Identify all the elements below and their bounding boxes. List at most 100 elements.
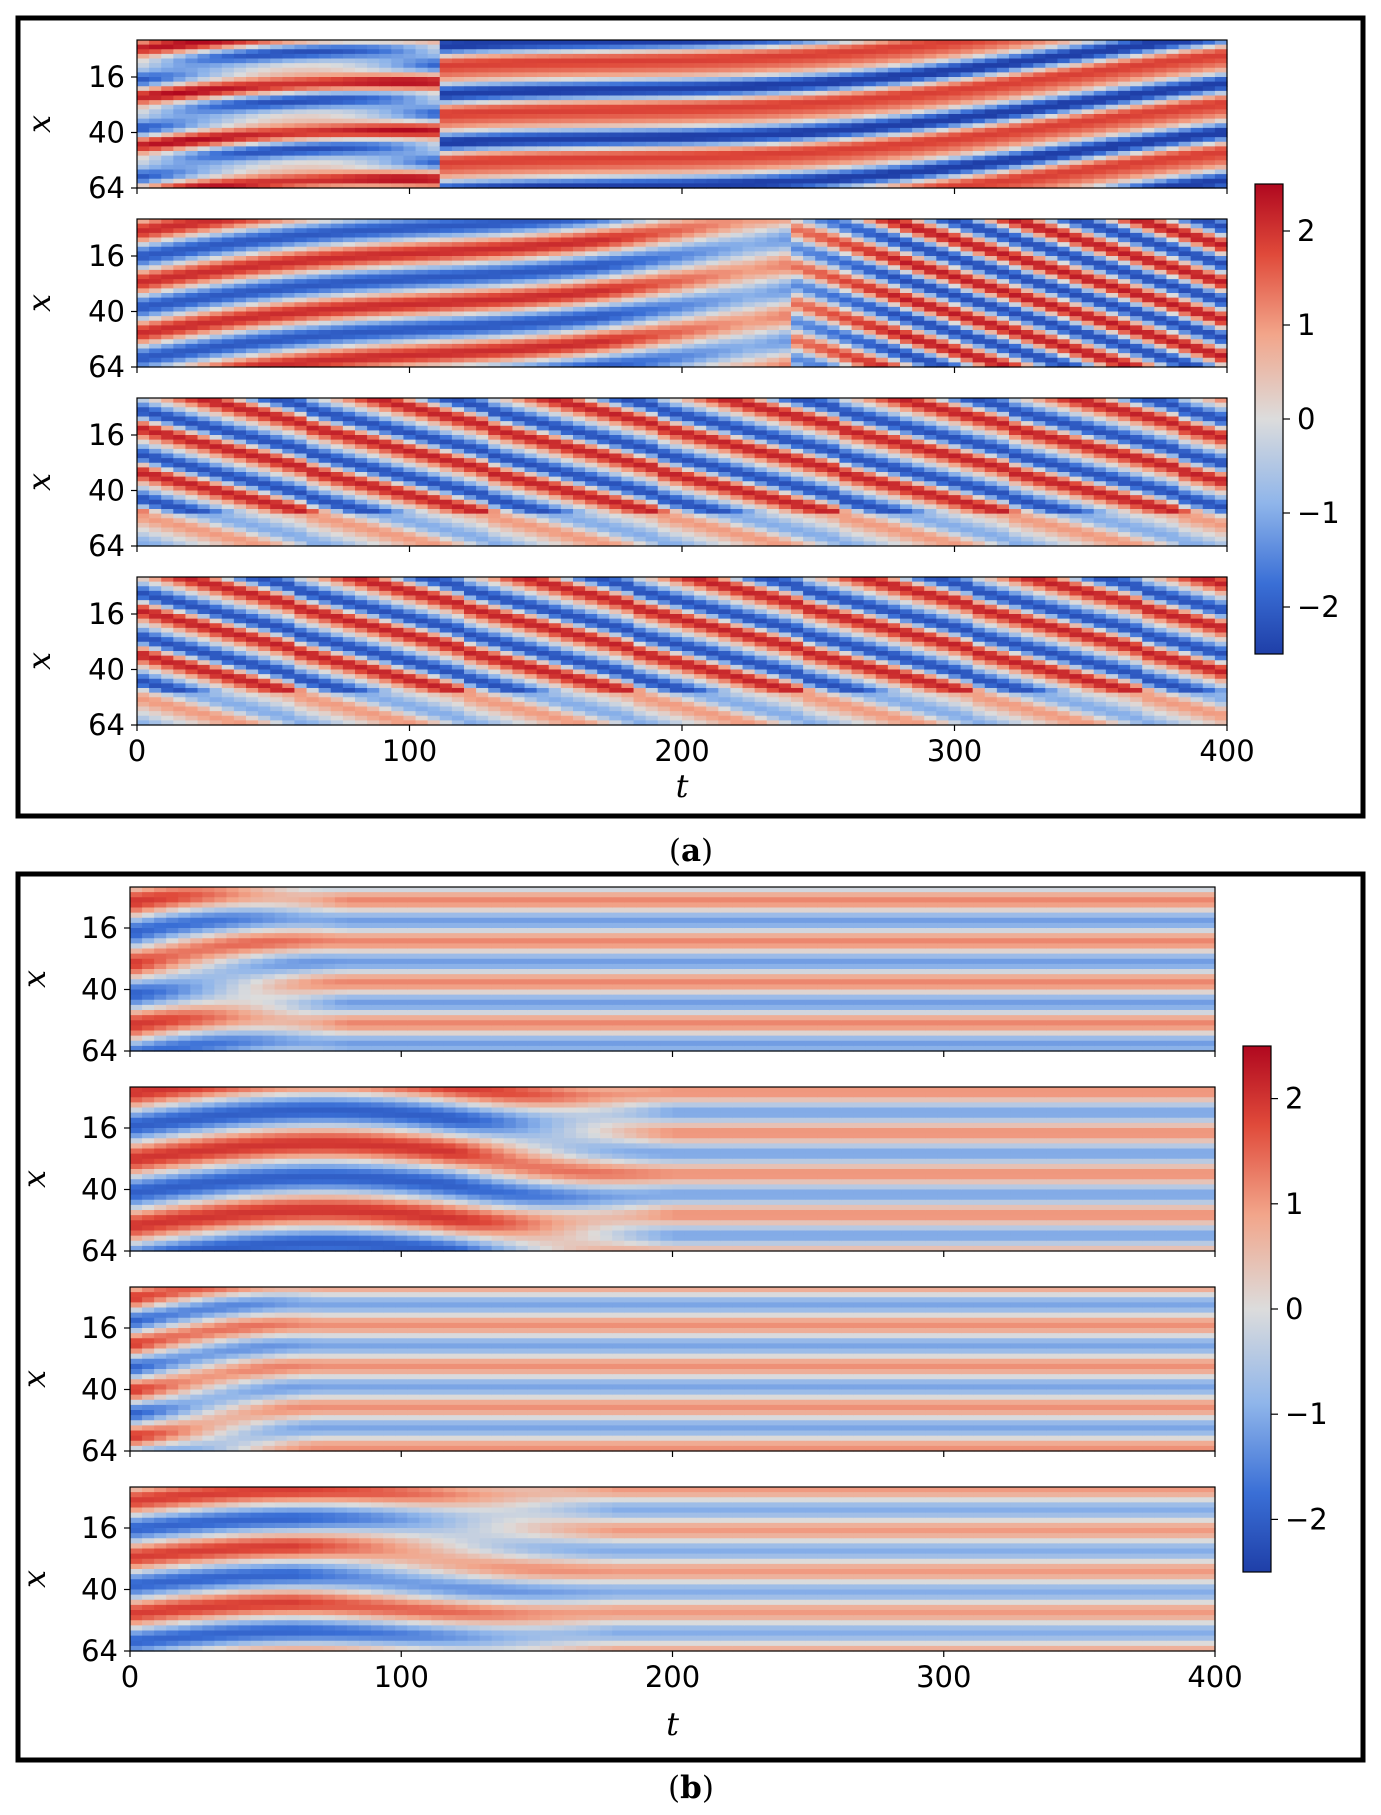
panel-a-subplot-1-heatmap-cell <box>343 146 356 151</box>
panel-a-subplot-1-heatmap-cell <box>488 123 501 128</box>
panel-a-subplot-1-heatmap-cell <box>403 156 416 161</box>
panel-a-subplot-1-heatmap-cell <box>294 133 307 138</box>
panel-a-subplot-1-heatmap-cell <box>210 142 223 147</box>
panel-a-subplot-1-heatmap-cell <box>428 128 441 133</box>
panel-a-subplot-1-heatmap-cell <box>282 82 295 87</box>
panel-a-subplot-1-heatmap-cell <box>246 137 259 142</box>
panel-a-subplot-1-heatmap-cell <box>331 40 344 45</box>
panel-a-subplot-1-heatmap-cell <box>573 156 586 161</box>
panel-a-subplot-1-heatmap-cell <box>185 82 198 87</box>
panel-a-subplot-1-heatmap-cell <box>161 114 174 119</box>
panel-a-subplot-1-heatmap-cell <box>319 68 332 73</box>
panel-a-subplot-1-heatmap-cell <box>621 114 634 119</box>
panel-a-subplot-1-heatmap-cell <box>537 123 550 128</box>
panel-a-subplot-1-heatmap-cell <box>440 137 453 142</box>
panel-a-subplot-1-heatmap-cell <box>500 128 513 133</box>
panel-a-subplot-1-heatmap-cell <box>549 174 562 179</box>
panel-a-subplot-1-heatmap-cell <box>682 142 695 147</box>
panel-a-subplot-1-heatmap-cell <box>294 100 307 105</box>
panel-a-subplot-1-heatmap-cell <box>646 109 659 114</box>
panel-a-subplot-1-heatmap-cell <box>440 151 453 156</box>
panel-a-subplot-1-heatmap-cell <box>234 86 247 91</box>
panel-a-subplot-1-heatmap-cell <box>246 96 259 101</box>
panel-a-subplot-1-heatmap-cell <box>198 82 211 87</box>
panel-a-subplot-1-heatmap-cell <box>428 59 441 64</box>
panel-a-subplot-1-heatmap-cell <box>718 63 731 68</box>
panel-a-subplot-1-heatmap-cell <box>198 156 211 161</box>
panel-a-subplot-1-heatmap-cell <box>270 49 283 54</box>
panel-a-subplot-1-heatmap-cell <box>670 105 683 110</box>
panel-a-subplot-1-heatmap-cell <box>234 100 247 105</box>
panel-a-subplot-1-heatmap-cell <box>149 133 162 138</box>
panel-a-subplot-1-heatmap-cell <box>319 151 332 156</box>
panel-a-subplot-1-heatmap-cell <box>585 54 598 59</box>
panel-a-subplot-1-heatmap-cell <box>621 105 634 110</box>
panel-a-subplot-1-heatmap-cell <box>391 179 404 184</box>
panel-a-subplot-1-heatmap-cell <box>294 77 307 82</box>
panel-a-subplot-1-heatmap-cell <box>537 128 550 133</box>
panel-a-subplot-1-heatmap-cell <box>367 114 380 119</box>
panel-a-subplot-1-heatmap-cell <box>198 91 211 96</box>
panel-a-subplot-1-heatmap-cell <box>391 40 404 45</box>
panel-a-subplot-1-heatmap-cell <box>379 91 392 96</box>
panel-a-subplot-1-heatmap-cell <box>149 91 162 96</box>
panel-a-subplot-1-heatmap-cell <box>658 96 671 101</box>
panel-a-subplot-1-heatmap-cell <box>609 123 622 128</box>
panel-a-subplot-1-heatmap-cell <box>682 146 695 151</box>
panel-a-subplot-1-heatmap-cell <box>609 160 622 165</box>
panel-a-subplot-1-heatmap-cell <box>634 105 647 110</box>
panel-a-subplot-1-heatmap-cell <box>452 160 465 165</box>
panel-a-subplot-1-heatmap-cell <box>706 96 719 101</box>
panel-a-subplot-1-heatmap-cell <box>706 45 719 50</box>
panel-a-subplot-1-heatmap-cell <box>367 142 380 147</box>
panel-a-subplot-1-heatmap-cell <box>609 82 622 87</box>
panel-a-subplot-1-heatmap-cell <box>198 151 211 156</box>
panel-a-subplot-1-heatmap-cell <box>464 165 477 170</box>
panel-a-subplot-1-heatmap-cell <box>222 77 235 82</box>
panel-a-subplot-1-heatmap-cell <box>561 54 574 59</box>
panel-a-subplot-1-heatmap-cell <box>198 146 211 151</box>
panel-a-subplot-1-heatmap-cell <box>670 68 683 73</box>
panel-a-subplot-1-heatmap-cell <box>307 63 320 68</box>
panel-a-subplot-1-heatmap-cell <box>609 86 622 91</box>
panel-a-subplot-1-heatmap-cell <box>597 49 610 54</box>
panel-a-subplot-1-heatmap-cell <box>258 109 271 114</box>
panel-a-subplot-1-heatmap-cell <box>440 114 453 119</box>
panel-a-subplot-1-heatmap-cell <box>234 151 247 156</box>
panel-a-subplot-1-heatmap-cell <box>258 40 271 45</box>
panel-a-subplot-1-heatmap-cell <box>185 49 198 54</box>
panel-a-subplot-1-heatmap-cell <box>476 133 489 138</box>
panel-a-subplot-1-heatmap-cell <box>597 96 610 101</box>
panel-a-subplot-1-heatmap-cell <box>561 142 574 147</box>
panel-a-subplot-1-heatmap-cell <box>682 109 695 114</box>
panel-a-subplot-1-heatmap-cell <box>549 105 562 110</box>
panel-a-subplot-1-heatmap-cell <box>355 72 368 77</box>
panel-a-subplot-1-heatmap-cell <box>355 123 368 128</box>
panel-a-subplot-1-heatmap-cell <box>391 160 404 165</box>
panel-a-subplot-1-heatmap-cell <box>379 151 392 156</box>
panel-a-subplot-1-heatmap-cell <box>222 86 235 91</box>
panel-a-subplot-1-heatmap-cell <box>367 49 380 54</box>
panel-a-subplot-1-heatmap-cell <box>694 119 707 124</box>
panel-a-subplot-1-heatmap-cell <box>367 40 380 45</box>
panel-a-subplot-1-heatmap-cell <box>343 156 356 161</box>
panel-a-subplot-1-heatmap-cell <box>488 179 501 184</box>
panel-a-subplot-1-heatmap-cell <box>343 91 356 96</box>
panel-a-subplot-1-heatmap-cell <box>658 179 671 184</box>
panel-a-subplot-1-heatmap-cell <box>210 151 223 156</box>
panel-a-subplot-1-heatmap-cell <box>585 109 598 114</box>
panel-a-subplot-1-heatmap-cell <box>331 165 344 170</box>
panel-a-subplot-1-heatmap-cell <box>537 174 550 179</box>
panel-a-subplot-1-heatmap-cell <box>573 96 586 101</box>
panel-a-subplot-1-heatmap-cell <box>658 49 671 54</box>
panel-a-subplot-1-heatmap-cell <box>537 54 550 59</box>
panel-a-subplot-1-heatmap-cell <box>234 96 247 101</box>
panel-a-subplot-1-heatmap-cell <box>658 82 671 87</box>
panel-a-subplot-1-heatmap-cell <box>391 59 404 64</box>
panel-a-subplot-1-heatmap-cell <box>198 49 211 54</box>
panel-a-subplot-1-heatmap-cell <box>682 165 695 170</box>
panel-a-subplot-1-heatmap-cell <box>379 128 392 133</box>
panel-a-subplot-1-heatmap-cell <box>149 128 162 133</box>
panel-a-subplot-1-heatmap-cell <box>391 123 404 128</box>
panel-a-subplot-1-heatmap-cell <box>222 174 235 179</box>
